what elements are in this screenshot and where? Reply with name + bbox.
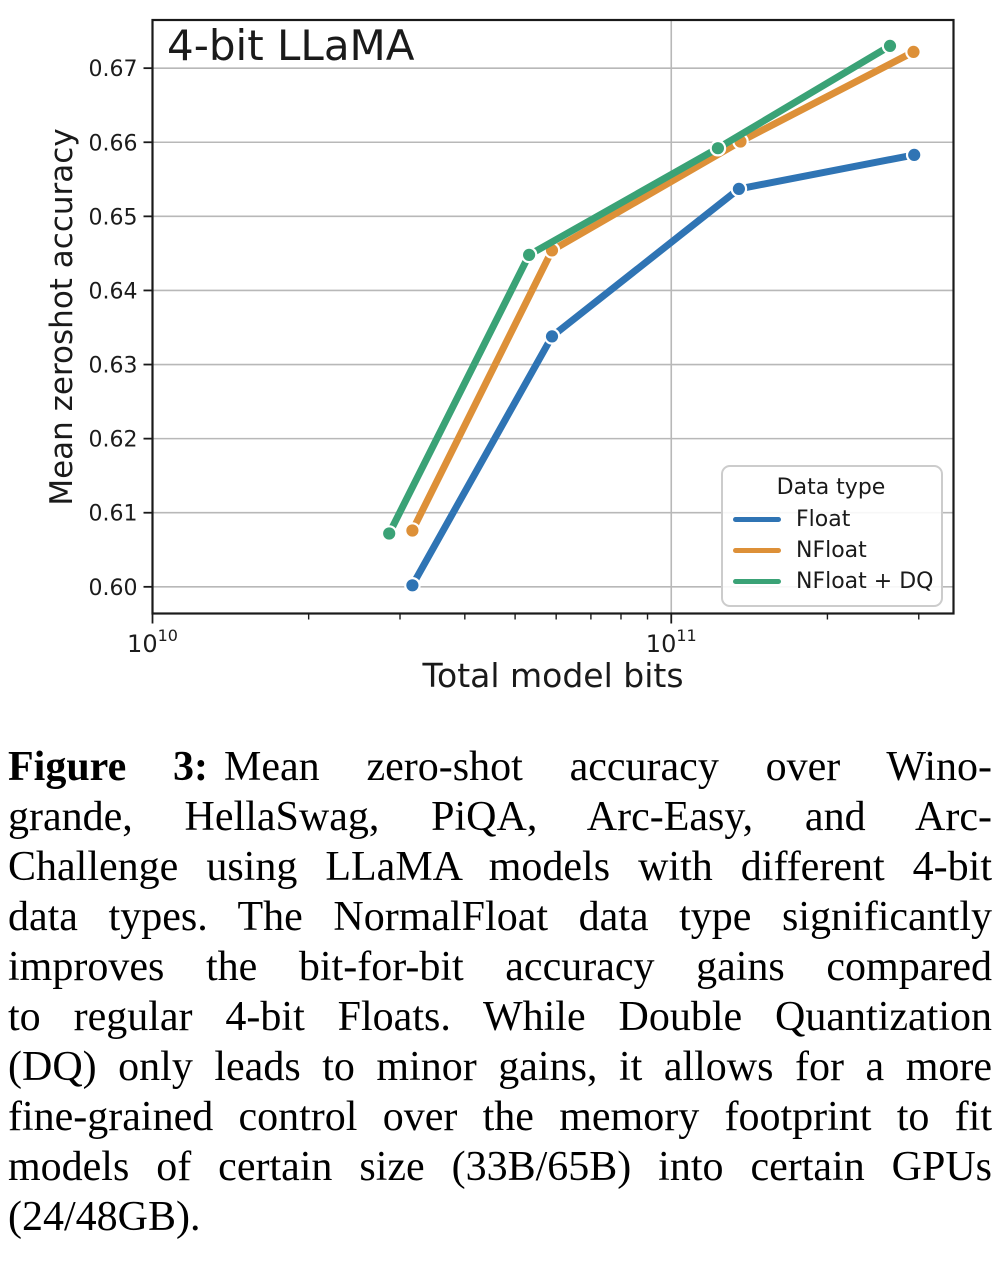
legend-entry: NFloat + DQ — [733, 566, 933, 597]
legend-entry-label: Float — [796, 507, 851, 532]
legend-entry: Float — [733, 504, 929, 535]
data-point — [404, 522, 421, 539]
series-line-float — [408, 151, 918, 589]
figure-caption: Figure 3: Mean zero-shot accuracy over Wi… — [8, 742, 992, 1242]
x-tick-label: 1011 — [646, 626, 697, 658]
y-tick-label: 0.64 — [89, 279, 138, 304]
series-line-nfloat-dq — [385, 42, 894, 537]
chart-svg: 0.60 0.61 0.62 0.63 0.64 0.65 0.66 0.67 1010 1011 — [89, 18, 955, 658]
x-axis-label: Total model bits — [422, 656, 684, 695]
figure-3-chart: 0.60 0.61 0.62 0.63 0.64 0.65 0.66 0.67 1010 1011… — [44, 18, 955, 695]
legend-swatch-nfloat — [733, 548, 781, 553]
y-tick-label: 0.66 — [89, 131, 138, 156]
legend-title: Data type — [776, 475, 886, 500]
y-tick-label: 0.60 — [89, 576, 138, 601]
caption-line: fine-grained control over the memory foo… — [8, 1094, 992, 1140]
caption-line: models of certain size (33B/65B) into ce… — [8, 1144, 992, 1190]
plot-border — [151, 18, 955, 615]
caption-text: Mean zero-shot accuracy over Wino- — [224, 744, 992, 790]
data-point — [380, 525, 398, 542]
data-point — [520, 246, 538, 264]
data-point — [905, 146, 923, 164]
y-axis-label: Mean zeroshot accuracy — [44, 128, 80, 506]
legend: Data type Float NFloat NFloat + DQ — [721, 465, 943, 607]
caption-line: (24/48GB). — [8, 1194, 201, 1240]
legend-entry-label: NFloat — [796, 538, 867, 563]
data-point — [709, 139, 727, 157]
caption-line: data types. The NormalFloat data type si… — [8, 894, 992, 940]
legend-swatch-nfloat-dq — [733, 579, 781, 584]
caption-label: Figure 3: — [8, 744, 209, 790]
data-point — [404, 576, 421, 594]
x-tick-label: 1010 — [127, 626, 178, 658]
caption-line: Challenge using LLaMA models with differ… — [8, 844, 992, 890]
caption-line: Figure 3: Mean zero-shot accuracy over Wi… — [8, 742, 992, 792]
legend-entries: Float NFloat NFloat + DQ — [733, 504, 933, 597]
y-tick-label: 0.62 — [89, 428, 138, 453]
data-point — [881, 37, 899, 55]
caption-line: grande, HellaSwag, PiQA, Arc-Easy, and A… — [8, 794, 992, 840]
data-point — [730, 180, 748, 198]
data-point — [905, 43, 922, 61]
chart-title: 4-bit LLaMA — [167, 21, 415, 70]
caption-line: to regular 4-bit Floats. While Double Qu… — [8, 994, 992, 1040]
y-tick-label: 0.65 — [89, 205, 138, 230]
caption-line: (DQ) only leads to minor gains, it allow… — [8, 1044, 992, 1090]
y-tick-label: 0.61 — [89, 502, 138, 527]
series-line-nfloat — [408, 48, 917, 534]
data-point — [543, 328, 561, 345]
legend-swatch-float — [733, 517, 781, 522]
y-tick-label: 0.63 — [89, 354, 138, 379]
legend-entry: NFloat — [733, 535, 929, 566]
y-tick-label: 0.67 — [89, 57, 138, 82]
legend-entry-label: NFloat + DQ — [796, 569, 934, 594]
caption-line: improves the bit-for-bit accuracy gains … — [8, 944, 992, 990]
